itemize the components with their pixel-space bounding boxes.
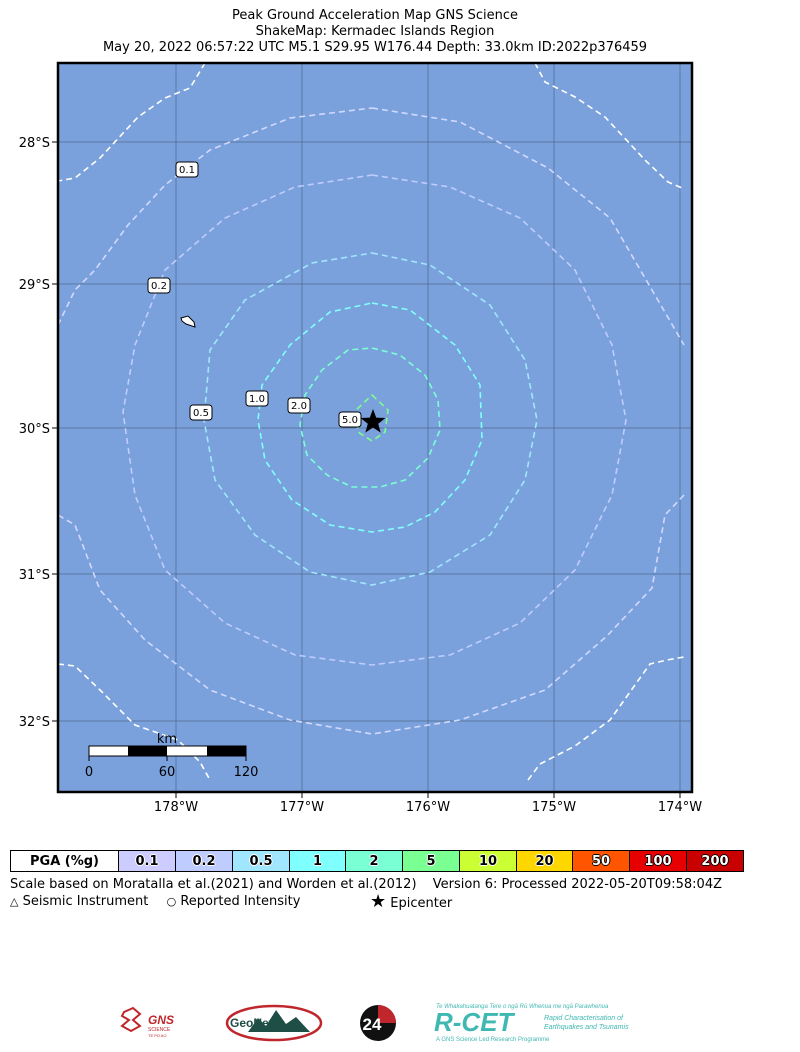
epicenter-icon: [360, 409, 386, 433]
scale-note: Scale based on Moratalla et al.(2021) an…: [10, 877, 417, 892]
badge-logo: 24: [360, 1005, 396, 1041]
key-intensity: Reported Intensity: [180, 894, 301, 909]
legend-cell-10: 10: [460, 851, 517, 871]
geonet-logo: GeoNet: [225, 1004, 323, 1042]
lat-label-31s: 31°S: [19, 568, 50, 583]
scale-bar: km 0 60 120: [85, 732, 259, 780]
version-note: Version 6: Processed 2022-05-20T09:58:04…: [432, 877, 722, 892]
pga-legend: PGA (%g) 0.1 0.2 0.5 1 2 5 10 20 50 100 …: [10, 850, 744, 872]
triangle-icon: △: [10, 895, 19, 908]
title-line-1: Peak Ground Acceleration Map GNS Science: [231, 8, 518, 23]
gns-subtext: SCIENCE: [148, 1027, 171, 1033]
legend-cell-5: 5: [403, 851, 460, 871]
lon-label-178w: 178°W: [154, 800, 198, 815]
rcet-tagline-bottom: A GNS Science Led Research Programme: [436, 1037, 550, 1043]
lat-label-28s: 28°S: [19, 136, 50, 151]
star-icon: ★: [370, 891, 387, 912]
gns-logo: GNS SCIENCE TE PŪ AO: [120, 1006, 174, 1038]
scale-tick-0: 0: [85, 765, 93, 780]
lat-label-29s: 29°S: [19, 278, 50, 293]
axis-ticks: [52, 141, 681, 798]
contour-5-0: [355, 393, 389, 442]
contour-2-0: [257, 302, 483, 533]
scale-tick-60: 60: [159, 765, 176, 780]
key-epicenter: Epicenter: [390, 896, 453, 911]
contour-label-0-1: 0.1: [179, 165, 195, 176]
graticule: [58, 63, 692, 792]
title-line-3: May 20, 2022 06:57:22 UTC M5.1 S29.95 W1…: [102, 40, 648, 55]
rcet-logo: Te Whakahuatanga Tere o ngā Rū Whenua me…: [434, 1004, 629, 1043]
lat-label-30s: 30°S: [19, 422, 50, 437]
lon-label-174w: 174°W: [658, 800, 702, 815]
rcet-tagline-1: Rapid Characterisation of: [544, 1015, 624, 1022]
contour-label-0-5: 0.5: [193, 408, 209, 419]
scale-tick-120: 120: [234, 765, 259, 780]
contour-0-5: [122, 174, 627, 666]
rcet-tagline-2: Earthquakes and Tsunamis: [544, 1024, 629, 1031]
rcet-text: R-CET: [434, 1007, 516, 1037]
island: [180, 315, 196, 328]
lat-label-32s: 32°S: [19, 715, 50, 730]
scale-note-line: Scale based on Moratalla et al.(2021) an…: [10, 877, 722, 892]
contour-2-5: [299, 347, 441, 488]
legend-cell-1: 1: [290, 851, 346, 871]
contour-1-0: [203, 252, 538, 586]
gns-subtext-2: TE PŪ AO: [148, 1033, 166, 1038]
legend-cell-0-1: 0.1: [119, 851, 176, 871]
legend-title: PGA (%g): [11, 851, 119, 871]
contour-labels: 0.1 0.2 0.5 1.0 2.0 5.0: [147, 161, 362, 428]
contour-0-2: [58, 107, 685, 735]
contour-label-5-0: 5.0: [342, 415, 358, 426]
geonet-text: GeoNet: [230, 1016, 273, 1030]
legend-cell-0-2: 0.2: [176, 851, 233, 871]
lon-label-175w: 175°W: [532, 800, 576, 815]
rcet-tagline-top: Te Whakahuatanga Tere o ngā Rū Whenua me…: [436, 1004, 609, 1010]
legend-cell-50: 50: [573, 851, 630, 871]
legend-cell-2: 2: [346, 851, 403, 871]
shakemap: 0.1 0.2 0.5 1.0 2.0 5.0 km 0 60 120: [19, 61, 702, 815]
lon-label-177w: 177°W: [280, 800, 324, 815]
legend-cell-200: 200: [687, 851, 743, 871]
title-line-2: ShakeMap: Kermadec Islands Region: [255, 24, 495, 39]
contour-label-1-0: 1.0: [249, 394, 265, 405]
scale-unit: km: [157, 732, 177, 747]
circle-icon: ○: [166, 895, 177, 908]
symbol-key: △ Seismic Instrument ○ Reported Intensit…: [10, 891, 710, 912]
legend-cell-0-5: 0.5: [233, 851, 290, 871]
legend-cell-100: 100: [630, 851, 687, 871]
contour-0-1: [58, 63, 685, 781]
logo-strip: GNS SCIENCE TE PŪ AO GeoNet 24 Te Whakah…: [120, 1004, 629, 1043]
gns-text: GNS: [148, 1013, 174, 1027]
map-title: Peak Ground Acceleration Map GNS Science…: [0, 8, 750, 56]
badge-number: 24: [363, 1015, 382, 1034]
lon-label-176w: 176°W: [406, 800, 450, 815]
contour-label-2-0: 2.0: [291, 401, 307, 412]
key-epicenter-group: ★ Epicenter: [370, 891, 452, 912]
legend-cell-20: 20: [517, 851, 573, 871]
contour-label-0-2: 0.2: [151, 281, 167, 292]
key-instrument: Seismic Instrument: [22, 894, 149, 909]
